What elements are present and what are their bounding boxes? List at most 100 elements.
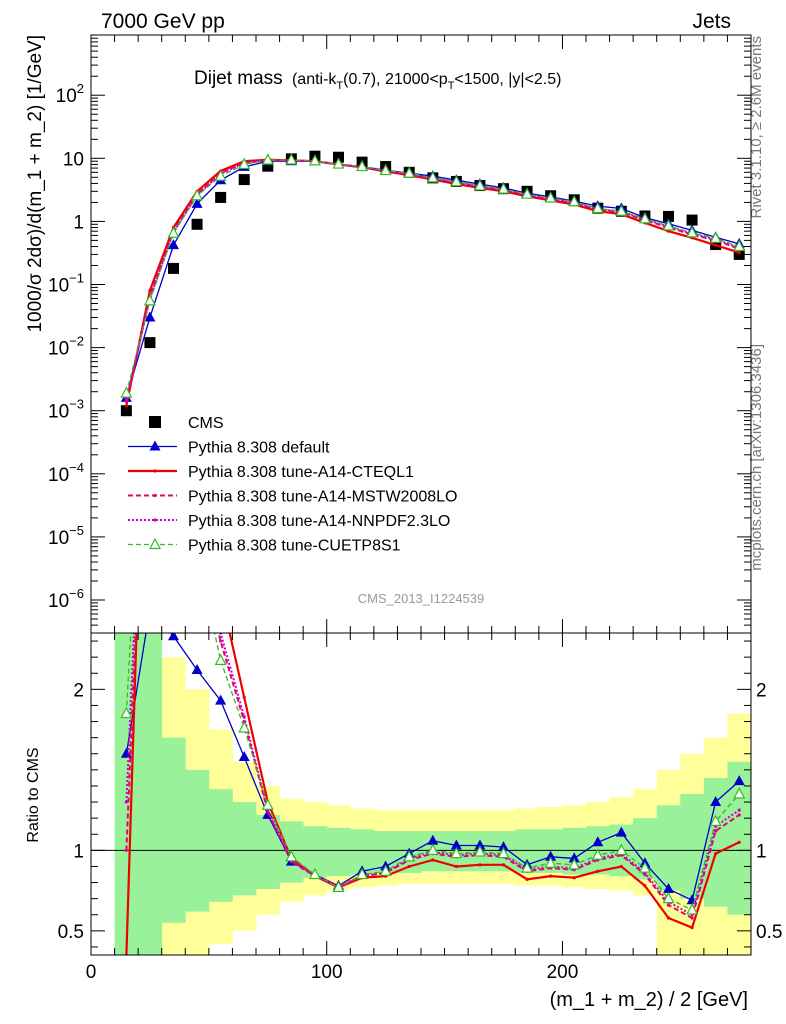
main-point-blue-triangle	[191, 197, 203, 208]
main-point-green-open-triangle	[521, 187, 534, 199]
ratio-y-tick-label: 0.5	[58, 922, 84, 943]
legend-label: Pythia 8.308 tune-CUETP8S1	[188, 538, 401, 555]
ratio-point-blue-triangle	[215, 694, 227, 705]
y-tick-label-exponent: −5	[69, 523, 84, 538]
ratio-point-blue-triangle	[663, 882, 674, 893]
ratio-point-pink-dashed	[690, 916, 694, 920]
main-series-data	[120, 150, 745, 417]
main-point-data	[686, 214, 698, 226]
legend-label: CMS	[188, 415, 224, 432]
category-label: Jets	[692, 10, 731, 33]
ratio-point-red-solid	[407, 864, 411, 869]
uncertainty-band-inner	[138, 633, 163, 955]
ratio-point-green-open-triangle	[450, 846, 463, 859]
x-tick-label: 0	[86, 962, 97, 983]
y-tick-label-mantissa: 10	[48, 402, 69, 423]
ratio-point-green-open-triangle	[591, 848, 604, 860]
y-tick-label-exponent: −2	[69, 334, 84, 349]
ratio-y-tick-label: 2	[73, 680, 84, 701]
main-point-green-open-triangle	[473, 179, 486, 191]
y-tick-label: 10−6	[48, 586, 84, 612]
ratio-point-green-open-triangle	[145, 265, 155, 275]
ratio-point-magenta-dotted	[737, 808, 741, 812]
analysis-id-label: CMS_2013_I1224539	[358, 591, 485, 606]
y-tick-label-exponent: −6	[69, 586, 84, 601]
ratio-y-tick-label-right: 0.5	[756, 922, 782, 943]
legend-label: Pythia 8.308 tune-A14-NNPDF2.3LO	[188, 513, 450, 530]
y-tick-label-mantissa: 10	[56, 86, 77, 107]
ratio-point-green-open-triangle	[733, 787, 746, 799]
ratio-point-green-open-triangle	[544, 856, 557, 868]
uncertainty-band-inner	[208, 789, 233, 902]
main-point-green-open-triangle	[615, 204, 628, 216]
energy-label: 7000 GeV pp	[101, 10, 225, 33]
main-point-green-open-triangle	[214, 169, 227, 181]
main-point-green-open-triangle	[426, 171, 439, 183]
rivet-version-label: Rivet 3.1.10, ≥ 2.6M events	[748, 36, 765, 219]
y-tick-label: 10−3	[48, 397, 84, 423]
ratio-point-green-open-triangle	[638, 861, 651, 873]
ratio-point-green-open-triangle	[473, 845, 486, 857]
ratio-point-red-solid	[172, 366, 175, 369]
main-point-green-open-triangle	[332, 157, 345, 169]
chart-title-sub-2: T	[448, 80, 455, 92]
chart-title-detail-2: (0.7), 21000<p	[343, 71, 448, 88]
ratio-series-green-open-triangle	[120, 265, 746, 915]
main-point-green-open-triangle	[308, 154, 321, 166]
ratio-point-green-open-triangle	[521, 861, 534, 873]
ratio-point-pink-dashed	[124, 848, 128, 852]
main-point-blue-triangle	[168, 239, 179, 250]
main-point-data	[262, 160, 274, 172]
ratio-point-red-solid	[148, 205, 151, 208]
main-point-green-open-triangle	[568, 194, 581, 207]
legend-marker-red-solid	[153, 469, 157, 473]
ratio-point-blue-triangle	[615, 826, 627, 837]
ratio-point-green-open-triangle	[568, 858, 581, 870]
main-point-green-open-triangle	[733, 239, 746, 252]
ratio-point-blue-triangle	[120, 747, 132, 758]
uncertainty-band-inner	[350, 829, 375, 875]
main-point-green-open-triangle	[544, 191, 557, 203]
ratio-point-green-open-triangle	[308, 867, 321, 880]
ratio-point-green-open-triangle	[403, 850, 416, 862]
ratio-point-green-open-triangle	[615, 843, 628, 855]
main-point-data	[238, 174, 250, 186]
ratio-point-blue-triangle	[568, 852, 580, 863]
main-series-blue-triangle	[120, 155, 745, 402]
ratio-panel: 0.5 0.5 1 1 2 2 0 100 200 Ratio to CMS (m_1 + m_…	[25, 205, 782, 1011]
main-point-green-open-triangle	[167, 226, 180, 238]
ratio-point-magenta-dotted	[148, 269, 151, 272]
ratio-point-pink-dashed	[666, 903, 671, 907]
chart-title-detail-1: (anti-k	[292, 71, 337, 88]
main-point-green-open-triangle	[285, 153, 298, 165]
ratio-point-green-open-triangle	[120, 706, 133, 719]
main-point-green-open-triangle	[120, 386, 133, 398]
ratio-point-red-solid	[431, 858, 435, 862]
ratio-point-green-open-triangle	[379, 864, 392, 876]
ratio-point-blue-triangle	[450, 839, 462, 850]
y-tick-label: 10−1	[48, 271, 84, 297]
main-point-data	[215, 191, 227, 203]
y-tick-label: 10−2	[48, 334, 84, 360]
main-point-blue-triangle	[144, 311, 156, 322]
ratio-point-blue-triangle	[144, 603, 155, 613]
ratio-point-green-open-triangle	[709, 814, 722, 826]
main-point-green-open-triangle	[261, 153, 274, 165]
y-tick-label-mantissa: 10	[48, 339, 69, 360]
main-point-red-solid	[714, 243, 718, 247]
ratio-point-red-solid	[714, 851, 718, 856]
ratio-point-green-open-triangle	[285, 850, 298, 862]
main-point-green-open-triangle	[191, 188, 204, 201]
y-tick-label-mantissa: 10	[48, 276, 69, 297]
chart-title-main: Dijet mass	[194, 68, 283, 89]
ratio-series-red-solid	[124, 205, 741, 955]
chart-title-sub-1: T	[336, 80, 343, 92]
main-point-data	[191, 218, 203, 230]
ratio-point-blue-triangle	[427, 834, 439, 845]
y-tick-label-exponent: −4	[69, 460, 84, 475]
legend-marker-blue-triangle	[149, 440, 161, 451]
ratio-point-red-solid	[242, 695, 246, 700]
y-tick-label-exponent: −1	[69, 271, 84, 286]
main-point-green-open-triangle	[379, 163, 392, 176]
